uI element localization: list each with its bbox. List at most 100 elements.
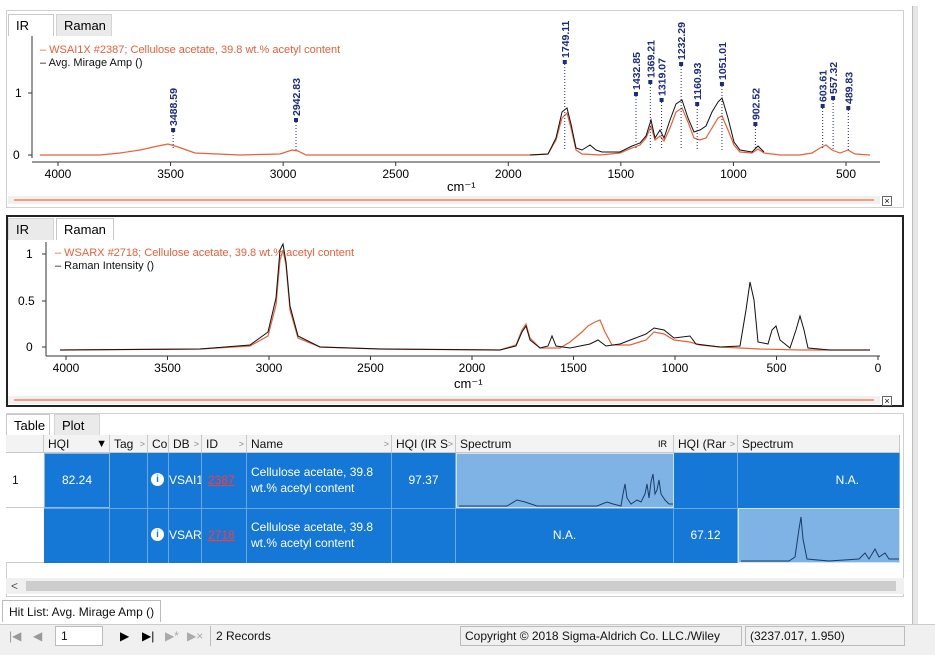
- row-1-gutter[interactable]: 1: [6, 453, 44, 508]
- row-2-hqi: [44, 508, 110, 563]
- row-2-gutter[interactable]: [6, 508, 44, 563]
- col-name-header[interactable]: Name >: [247, 435, 392, 453]
- scroll-left-arrow-icon[interactable]: <: [11, 579, 19, 593]
- ir-peak-label-1232.29: 1232.29: [676, 22, 688, 60]
- col-spectrum-raman-header[interactable]: Spectrum: [738, 435, 900, 453]
- raman-x-tick-1000: 1000: [662, 361, 689, 375]
- copyright-text: Copyright © 2018 Sigma-Aldrich Co. LLC./…: [460, 626, 742, 646]
- col-id-header[interactable]: ID >: [202, 435, 247, 453]
- row-1-hqi: 82.24: [44, 453, 110, 508]
- info-icon[interactable]: i: [151, 473, 164, 486]
- legend-series-ir-sample: – Avg. Mirage Amp (): [40, 57, 143, 69]
- col-co-header[interactable]: Co: [148, 435, 169, 453]
- row-number-header: [6, 435, 44, 453]
- tab-ir[interactable]: IR: [8, 14, 54, 36]
- raman-x-axis-label: cm⁻¹: [454, 376, 483, 391]
- legend-series-ir-reference: – WSAI1X #2387; Cellulose acetate, 39.8 …: [40, 44, 341, 56]
- add-record-icon[interactable]: ▶*: [165, 629, 179, 643]
- ir-x-tick-500: 500: [836, 167, 856, 181]
- ir-peak-marker-1160.93: [695, 102, 700, 106]
- tab-table[interactable]: Table: [6, 414, 50, 436]
- raman-horizontal-scrollbar[interactable]: [8, 396, 880, 404]
- row-1-name: Cellulose acetate, 39.8 wt.% acetyl cont…: [247, 453, 392, 508]
- ir-y-tick-0: 0: [13, 148, 20, 162]
- ir-peak-marker-1369.21: [648, 80, 653, 84]
- cursor-coordinates: (3237.017, 1.950): [745, 626, 905, 646]
- row-2-hqi-raman: 67.12: [674, 508, 738, 563]
- ir-peak-marker-2942.83: [294, 118, 299, 122]
- col-hqi-header[interactable]: HQI ▼: [44, 435, 110, 453]
- raman-y-tick-0: 0: [26, 340, 33, 354]
- row-1-spectrum-ir-thumbnail: [456, 453, 674, 508]
- row-1-number: 1: [12, 473, 19, 487]
- ir-peak-marker-3488.59: [171, 128, 176, 132]
- tab-plot[interactable]: Plot: [54, 414, 100, 436]
- ir-peak-marker-1319.07: [659, 98, 664, 102]
- legend-series-raman-sample: – Raman Intensity (): [55, 260, 155, 272]
- raman-x-tick-500: 500: [766, 361, 786, 375]
- ir-spectrum-chart[interactable]: 1 0 4000 3500 3000 2500 2000 1500 1000 500 cm⁻¹…: [0, 0, 935, 210]
- prev-record-icon[interactable]: ◀: [33, 629, 43, 643]
- row-1-hqi-raman: [674, 453, 738, 508]
- row-1-id-link[interactable]: 2387: [202, 453, 247, 508]
- raman-x-tick-4000: 4000: [53, 361, 80, 375]
- ir-peak-label-902.52: 902.52: [750, 88, 762, 120]
- last-record-icon[interactable]: ▶|: [142, 629, 155, 643]
- next-record-icon[interactable]: ▶: [120, 629, 130, 643]
- tab-raman[interactable]: Raman: [56, 14, 112, 36]
- ir-peak-label-1432.85: 1432.85: [631, 52, 643, 90]
- row-2-spectrum-raman-thumbnail: [738, 508, 900, 563]
- row-2-spectrum-ir: N.A.: [456, 508, 674, 563]
- record-number-input[interactable]: 1: [55, 626, 103, 646]
- raman-reference-trace: [59, 249, 870, 351]
- raman-x-tick-2500: 2500: [357, 361, 384, 375]
- raman-close-icon[interactable]: ×: [882, 396, 892, 406]
- ir-peak-label-1319.07: 1319.07: [657, 58, 669, 96]
- ir-x-tick-1500: 1500: [608, 167, 635, 181]
- row-2-name: Cellulose acetate, 39.8 wt.% acetyl cont…: [247, 508, 392, 563]
- ir-peak-marker-902.52: [753, 122, 758, 126]
- col-spectrum-ir-tag: IR: [658, 439, 667, 449]
- raman-x-tick-1500: 1500: [560, 361, 587, 375]
- ir-peak-marker-1051.01: [719, 82, 724, 86]
- raman-x-tick-0: 0: [875, 361, 882, 375]
- ir-x-tick-4000: 4000: [45, 167, 72, 181]
- ir-horizontal-scrollbar[interactable]: [8, 196, 880, 204]
- row-2-info[interactable]: i: [148, 508, 169, 563]
- ir-peak-label-3488.59: 3488.59: [168, 88, 180, 126]
- table-horizontal-scrollbar[interactable]: <: [6, 578, 904, 594]
- ir-peak-label-1749.11: 1749.11: [560, 20, 572, 58]
- ir-peak-label-1051.01: 1051.01: [717, 42, 729, 80]
- col-spectrum-ir-header[interactable]: Spectrum IR: [456, 435, 674, 453]
- row-1-hqi-ir: 97.37: [392, 453, 456, 508]
- ir-peak-marker-1749.11: [562, 60, 567, 64]
- delete-record-icon[interactable]: ▶×: [187, 629, 204, 643]
- ir-x-tick-1000: 1000: [720, 167, 747, 181]
- scroll-thumb[interactable]: [26, 581, 896, 591]
- ir-peak-marker-1432.85: [633, 92, 638, 96]
- row-1-info[interactable]: i: [148, 453, 169, 508]
- ir-peak-label-603.61: 603.61: [818, 70, 830, 102]
- tab-ir-2[interactable]: IR: [8, 218, 54, 240]
- raman-sample-trace: [59, 242, 870, 351]
- ir-y-tick-1: 1: [15, 86, 22, 100]
- row-2-id-link[interactable]: 2718: [202, 508, 247, 563]
- ir-x-tick-2000: 2000: [495, 167, 522, 181]
- ir-close-icon[interactable]: ×: [882, 196, 892, 206]
- hit-list-tab[interactable]: Hit List: Avg. Mirage Amp (): [2, 600, 162, 622]
- col-db-header[interactable]: DB >: [169, 435, 202, 453]
- col-hqi-ir-header[interactable]: HQI (IR S >: [392, 435, 456, 453]
- ir-spectrum-panel: [6, 10, 904, 208]
- row-2-spectrum-raman-plot: [741, 516, 899, 562]
- raman-spectrum-chart[interactable]: 1 0.5 0 4000 3500 3000 2500 2000 1500 1000 500 0…: [0, 0, 935, 410]
- info-icon[interactable]: i: [151, 528, 164, 541]
- raman-spectrum-panel: [6, 215, 904, 407]
- window-vertical-scrollbar[interactable]: [912, 6, 918, 626]
- col-hqi-raman-header[interactable]: HQI (Rar >: [674, 435, 738, 453]
- row-1-tag: [110, 453, 148, 508]
- ir-peak-marker-1232.29: [679, 62, 684, 66]
- ir-peak-label-557.32: 557.32: [828, 62, 840, 94]
- first-record-icon[interactable]: |◀: [9, 629, 22, 643]
- tab-raman-2[interactable]: Raman: [56, 218, 114, 240]
- col-tag-header[interactable]: Tag >: [110, 435, 148, 453]
